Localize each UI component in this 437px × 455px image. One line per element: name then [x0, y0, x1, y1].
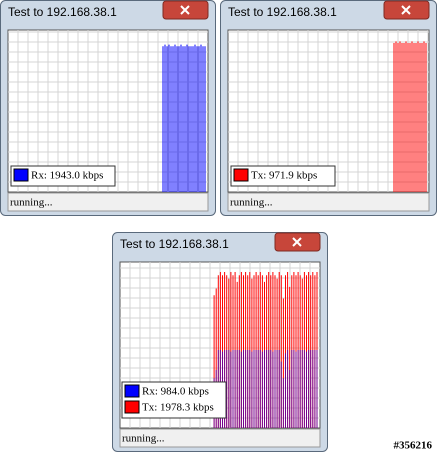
- close-icon: [180, 5, 190, 15]
- window-title: Test to 192.168.38.1: [120, 237, 229, 251]
- legend-swatch: [233, 168, 249, 182]
- close-icon: [401, 5, 411, 15]
- legend-swatch: [124, 400, 140, 414]
- status-text: running...: [10, 197, 53, 209]
- status-text: running...: [230, 197, 273, 209]
- legend-label: Rx: 984.0 kbps: [142, 386, 209, 398]
- legend-label: Rx: 1943.0 kbps: [31, 170, 103, 182]
- window: Test to 192.168.38.1 Rx: 1943.0 kbps runni…: [0, 0, 216, 216]
- legend-label: Tx: 1978.3 kbps: [142, 402, 214, 414]
- status-bar: [7, 192, 209, 212]
- close-button[interactable]: [383, 0, 430, 20]
- status-text: running...: [122, 433, 165, 445]
- window-title: Test to 192.168.38.1: [8, 5, 117, 19]
- status-bar: [227, 192, 430, 212]
- legend: [10, 165, 116, 187]
- legend: [230, 165, 336, 187]
- window: Test to 192.168.38.1 Rx: 984.0 kbps Tx: 19…: [112, 232, 328, 452]
- close-button[interactable]: [274, 232, 321, 252]
- close-icon: [292, 237, 302, 247]
- window: Test to 192.168.38.1 Tx: 971.9 kbps runnin…: [220, 0, 437, 216]
- legend-swatch: [13, 168, 29, 182]
- watermark: #356216: [394, 440, 433, 452]
- status-bar: [119, 428, 321, 448]
- legend-swatch: [124, 384, 140, 398]
- window-title: Test to 192.168.38.1: [228, 5, 337, 19]
- legend-label: Tx: 971.9 kbps: [251, 170, 317, 182]
- close-button[interactable]: [162, 0, 209, 20]
